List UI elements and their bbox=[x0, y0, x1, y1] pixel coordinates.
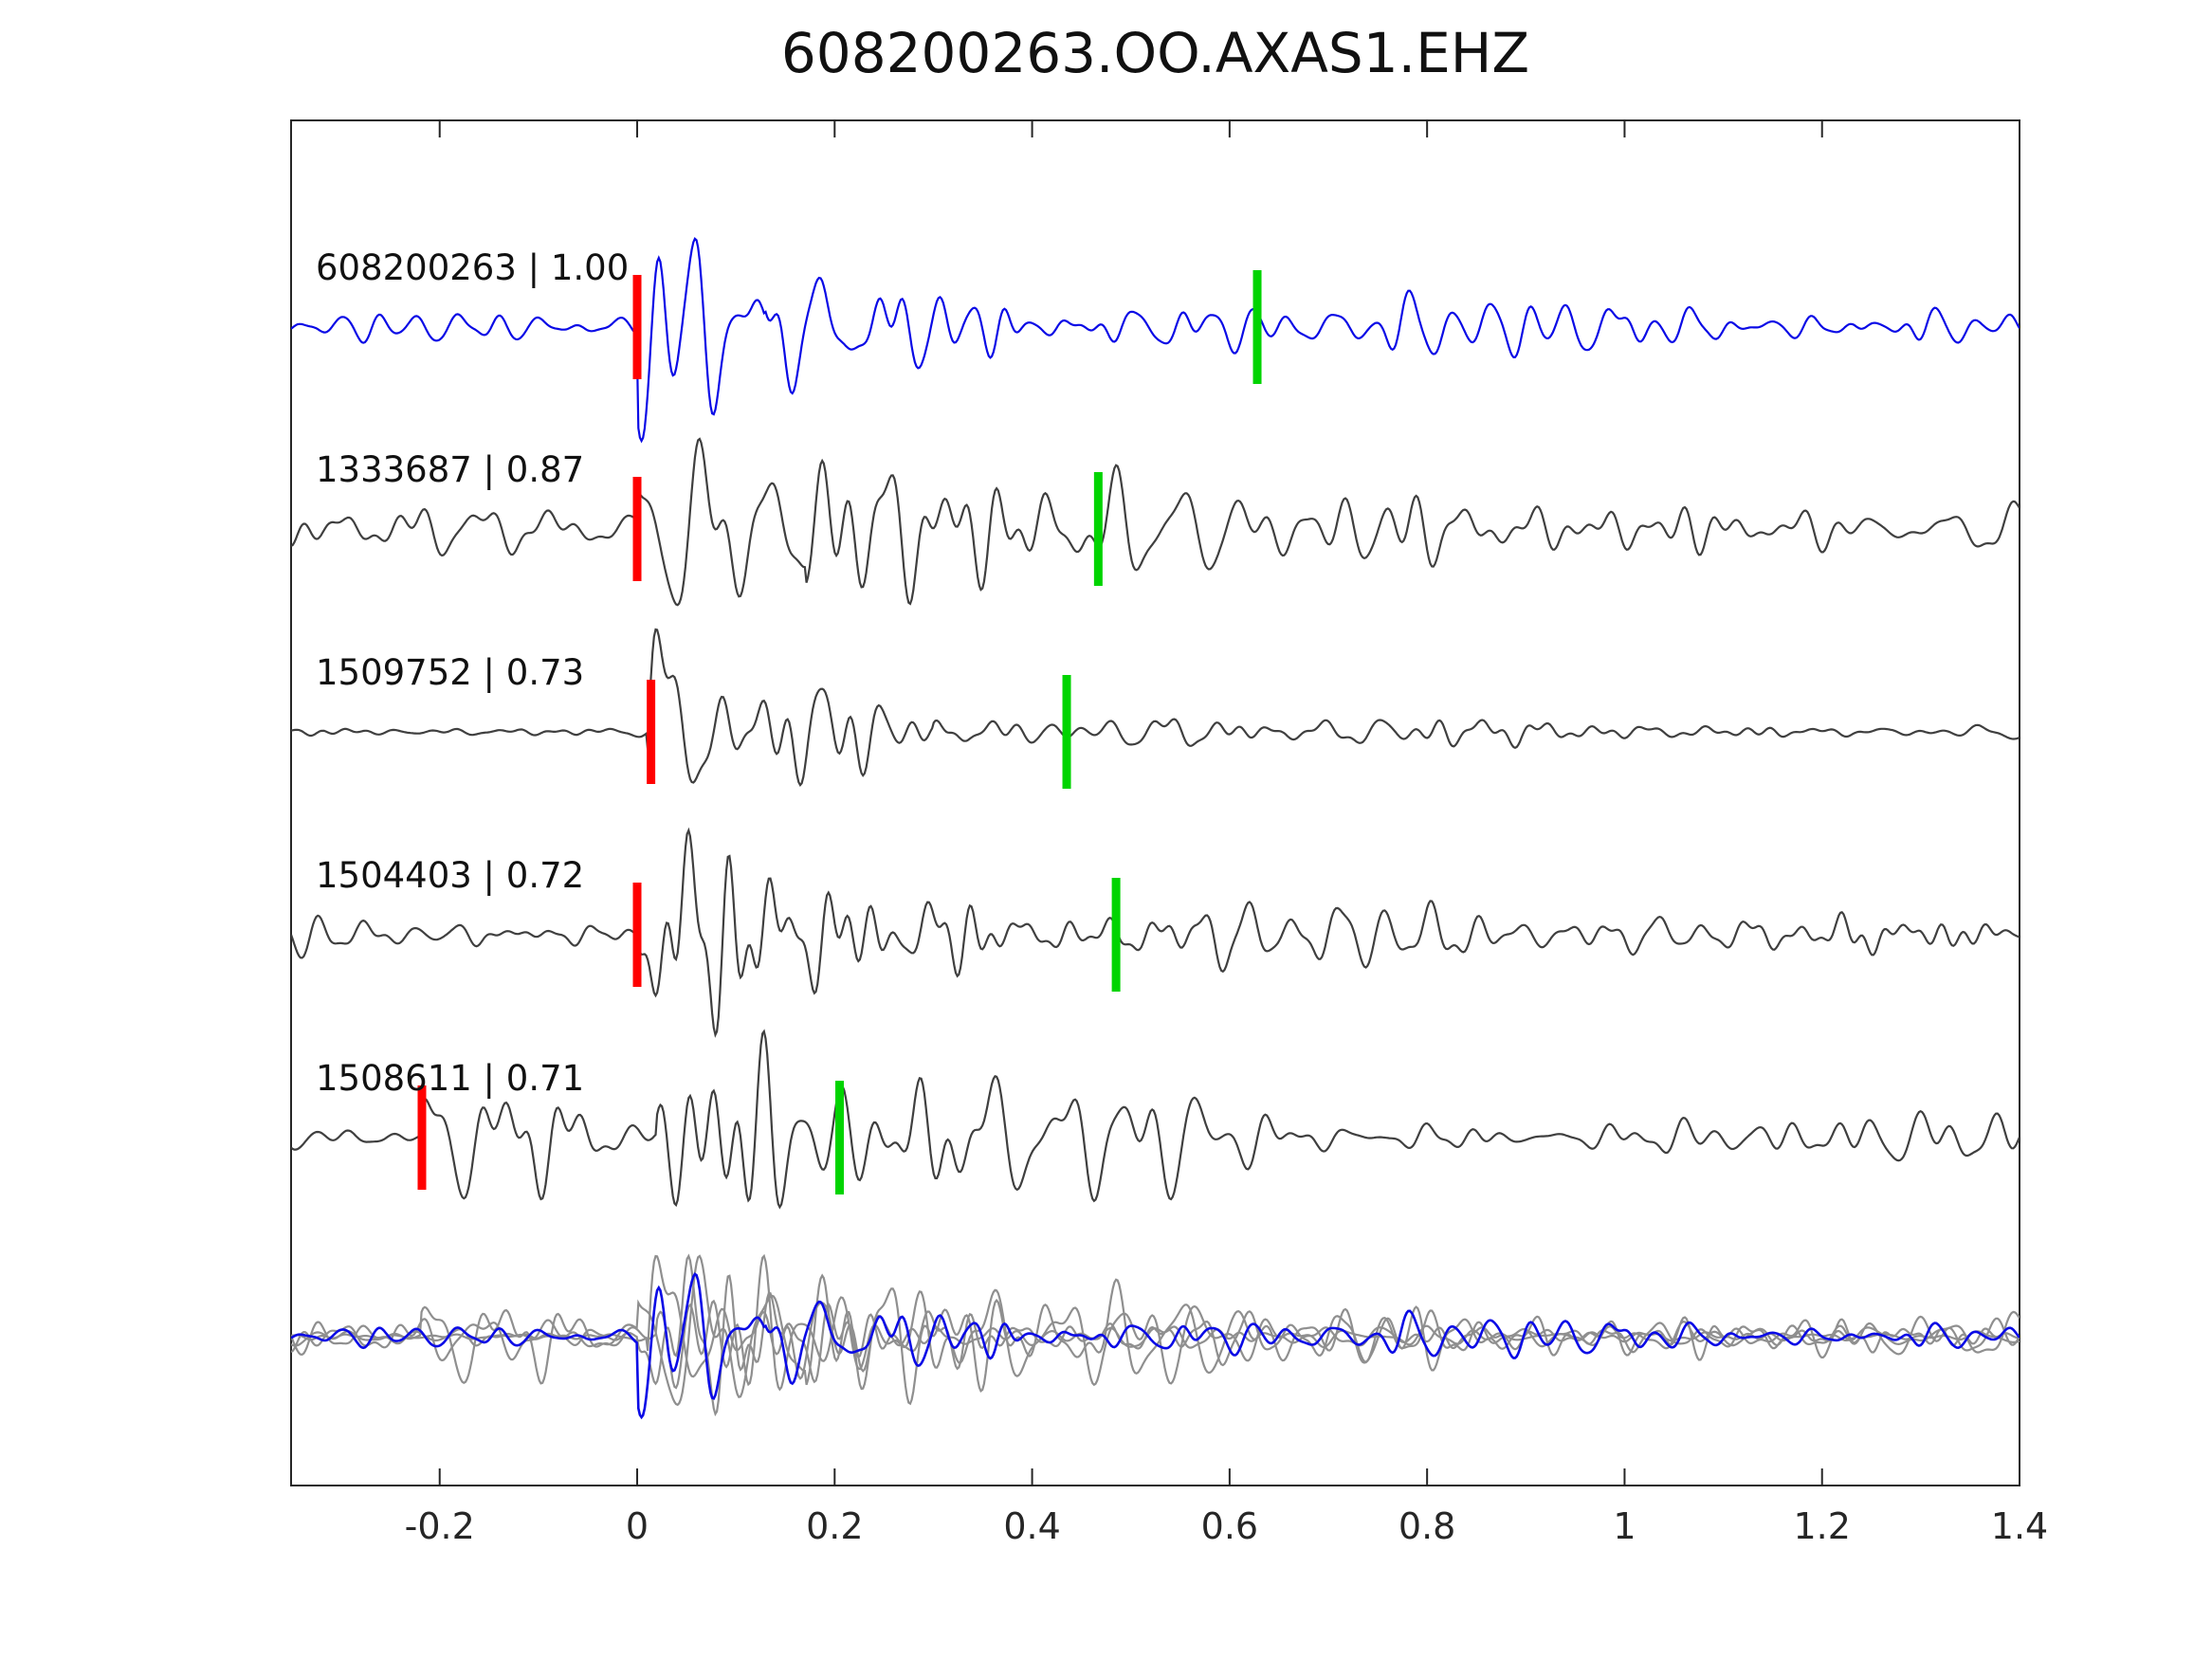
overlay-waveform-1508611 bbox=[291, 1253, 2020, 1392]
green-pick-marker-1504403 bbox=[1111, 878, 1121, 992]
waveform-1504403 bbox=[291, 827, 2020, 1038]
overlay-row bbox=[291, 1253, 2020, 1420]
x-tick-label: 1.2 bbox=[1793, 1505, 1850, 1547]
overlay-waveform-608200263 bbox=[291, 1272, 2020, 1420]
overlay-waveform-1504403 bbox=[291, 1253, 2020, 1417]
red-pick-marker-1508611 bbox=[417, 1085, 427, 1190]
waveform-1509752 bbox=[291, 628, 2020, 788]
trace-row-608200263: 608200263 | 1.00 bbox=[291, 236, 2020, 444]
x-tick-label: 0.6 bbox=[1201, 1505, 1258, 1547]
trace-label-1333687: 1333687 | 0.87 bbox=[316, 449, 584, 490]
x-tick-label: 1.4 bbox=[1991, 1505, 2048, 1547]
x-tick-label: 0.4 bbox=[1003, 1505, 1060, 1547]
x-tick-label: 1 bbox=[1613, 1505, 1636, 1547]
x-tick-label: 0 bbox=[626, 1505, 649, 1547]
trace-row-1333687: 1333687 | 0.87 bbox=[291, 437, 2020, 607]
trace-label-1509752: 1509752 | 0.73 bbox=[316, 652, 584, 693]
trace-label-608200263: 608200263 | 1.00 bbox=[316, 247, 629, 288]
waveform-1508611 bbox=[291, 1029, 2020, 1210]
green-pick-marker-1509752 bbox=[1062, 675, 1071, 789]
trace-label-1504403: 1504403 | 0.72 bbox=[316, 855, 584, 896]
trace-row-1509752: 1509752 | 0.73 bbox=[291, 628, 2020, 789]
x-tick-label: 0.2 bbox=[806, 1505, 863, 1547]
trace-label-1508611: 1508611 | 0.71 bbox=[316, 1058, 584, 1099]
red-pick-marker-1504403 bbox=[632, 883, 642, 987]
red-pick-marker-1333687 bbox=[632, 477, 642, 581]
waveform-1333687 bbox=[291, 437, 2020, 607]
trace-row-1504403: 1504403 | 0.72 bbox=[291, 827, 2020, 1038]
x-tick-label: -0.2 bbox=[405, 1505, 475, 1547]
trace-row-1508611: 1508611 | 0.71 bbox=[291, 1029, 2020, 1210]
green-pick-marker-608200263 bbox=[1252, 270, 1262, 384]
waveform-608200263 bbox=[291, 236, 2020, 444]
green-pick-marker-1508611 bbox=[835, 1081, 845, 1194]
green-pick-marker-1333687 bbox=[1093, 472, 1103, 586]
chart-title: 608200263.OO.AXAS1.EHZ bbox=[780, 21, 1530, 85]
axis-box bbox=[290, 119, 2020, 1486]
red-pick-marker-1509752 bbox=[647, 680, 656, 784]
red-pick-marker-608200263 bbox=[632, 275, 642, 379]
x-tick-label: 0.8 bbox=[1398, 1505, 1455, 1547]
